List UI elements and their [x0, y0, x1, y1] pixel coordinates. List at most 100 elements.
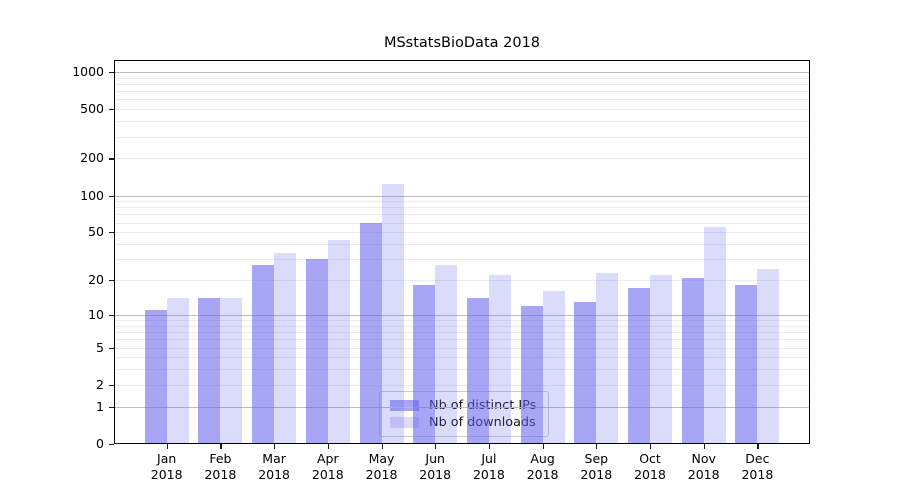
bar-distinct-ips-aug — [520, 305, 543, 444]
minor-gridline — [114, 83, 810, 85]
bar-distinct-ips-nov — [681, 277, 704, 444]
minor-gridline — [114, 347, 810, 349]
bar-downloads-mar — [274, 252, 297, 444]
minor-gridline — [114, 320, 810, 321]
bar-distinct-ips-jun — [413, 285, 436, 444]
bar-distinct-ips-sep — [574, 301, 597, 444]
y-tick — [109, 280, 114, 282]
x-tick — [596, 444, 598, 449]
x-tick — [757, 444, 759, 449]
y-tick — [109, 384, 114, 386]
x-tick-label: Dec 2018 — [741, 451, 774, 482]
x-tick — [703, 444, 705, 449]
bar-distinct-ips-jul — [466, 298, 489, 444]
x-tick-label: Sep 2018 — [580, 451, 613, 482]
x-tick-label: May 2018 — [365, 451, 398, 482]
minor-gridline — [114, 158, 810, 160]
x-tick-label: Mar 2018 — [258, 451, 290, 482]
major-gridline — [114, 314, 810, 316]
minor-gridline — [114, 207, 810, 209]
legend-swatch-distinct-ips-icon — [390, 400, 419, 411]
x-tick-label: Feb 2018 — [204, 451, 237, 482]
minor-gridline — [114, 77, 810, 79]
y-tick-label: 20 — [88, 272, 104, 287]
major-gridline — [114, 71, 810, 73]
x-tick-label: Jan 2018 — [150, 451, 183, 482]
minor-gridline — [114, 325, 810, 327]
y-tick — [109, 109, 114, 111]
y-tick-label: 100 — [80, 187, 104, 203]
y-tick-label: 2 — [96, 376, 104, 392]
bar-distinct-ips-mar — [252, 264, 275, 444]
x-tick — [381, 444, 383, 449]
bar-distinct-ips-dec — [735, 285, 758, 444]
bar-downloads-jun — [435, 264, 458, 444]
x-tick — [435, 444, 437, 449]
y-tick — [109, 71, 114, 74]
y-tick — [109, 406, 114, 408]
y-tick-label: 200 — [80, 150, 104, 166]
bar-downloads-nov — [703, 227, 726, 444]
bar-distinct-ips-may — [359, 222, 382, 444]
bar-downloads-may — [381, 183, 404, 444]
bar-downloads-dec — [757, 268, 780, 444]
y-tick — [109, 314, 114, 317]
bar-downloads-oct — [650, 275, 672, 444]
minor-gridline — [114, 232, 810, 234]
y-tick-label: 5 — [96, 339, 104, 355]
major-gridline — [114, 406, 810, 408]
minor-gridline — [114, 339, 810, 341]
bar-distinct-ips-oct — [628, 288, 650, 444]
bar-downloads-sep — [596, 272, 619, 444]
minor-gridline — [114, 136, 810, 138]
x-tick — [327, 444, 329, 449]
minor-gridline — [114, 222, 810, 224]
minor-gridline — [114, 214, 810, 216]
x-tick — [274, 444, 276, 449]
legend-row-distinct-ips: Nb of distinct IPs — [390, 398, 536, 413]
y-tick — [109, 444, 114, 446]
bar-downloads-apr — [327, 240, 350, 444]
x-tick-label: Jul 2018 — [472, 451, 505, 482]
minor-gridline — [114, 121, 810, 123]
y-tick — [109, 232, 114, 234]
x-tick — [220, 444, 222, 449]
y-tick-label: 50 — [88, 224, 104, 240]
y-tick-label: 1000 — [72, 63, 104, 79]
y-tick-label: 1 — [96, 398, 104, 414]
minor-gridline — [114, 109, 810, 111]
bar-downloads-feb — [220, 298, 243, 444]
y-tick-label: 0 — [96, 436, 104, 451]
x-tick-label: Jun 2018 — [419, 451, 452, 482]
minor-gridline — [114, 201, 810, 203]
x-tick — [166, 444, 168, 449]
y-tick — [109, 347, 114, 349]
chart-title: MSstatsBioData 2018 — [383, 35, 541, 51]
bar-distinct-ips-feb — [198, 298, 221, 444]
major-gridline — [114, 195, 810, 197]
y-tick-label: 500 — [80, 101, 104, 117]
minor-gridline — [114, 332, 810, 333]
y-tick — [109, 195, 114, 197]
x-tick — [488, 444, 491, 449]
minor-gridline — [114, 99, 810, 101]
bar-distinct-ips-apr — [305, 259, 328, 444]
minor-gridline — [114, 357, 810, 359]
legend-row-downloads: Nb of downloads — [390, 415, 536, 430]
bar-distinct-ips-jan — [144, 310, 167, 444]
x-tick-label: Nov 2018 — [687, 451, 720, 482]
x-tick-label: Oct 2018 — [634, 451, 666, 482]
minor-gridline — [114, 259, 810, 261]
y-tick-label: 10 — [88, 306, 104, 322]
x-tick — [650, 444, 652, 449]
x-tick-label: Apr 2018 — [311, 451, 344, 482]
minor-gridline — [114, 244, 810, 245]
x-tick-label: Aug 2018 — [526, 451, 559, 482]
minor-gridline — [114, 280, 810, 281]
minor-gridline — [114, 91, 810, 93]
minor-gridline — [114, 384, 810, 386]
bar-downloads-jul — [488, 275, 511, 444]
y-tick — [109, 158, 114, 160]
minor-gridline — [114, 369, 810, 371]
